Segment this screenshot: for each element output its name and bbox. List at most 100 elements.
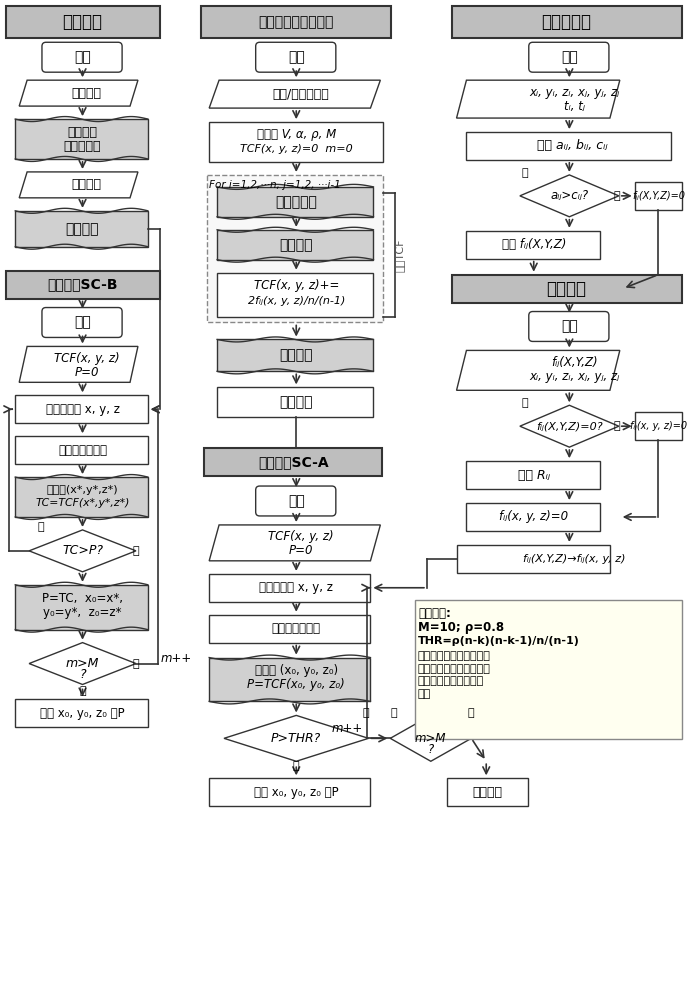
Text: For i=1,2,···n, j=1,2, ···i-1: For i=1,2,···n, j=1,2, ···i-1 (209, 180, 341, 190)
FancyBboxPatch shape (204, 448, 382, 476)
Text: fᵢⱼ(x, y, z)=0: fᵢⱼ(x, y, z)=0 (630, 421, 687, 431)
FancyBboxPatch shape (15, 477, 148, 517)
Text: fᵢⱼ(x, y, z)=0: fᵢⱼ(x, y, z)=0 (499, 510, 569, 523)
Text: xᵢ, yᵢ, zᵢ, xⱼ, yⱼ, zⱼ: xᵢ, yᵢ, zᵢ, xⱼ, yⱼ, zⱼ (529, 86, 619, 99)
FancyBboxPatch shape (42, 42, 122, 72)
Text: 否: 否 (362, 708, 369, 718)
Text: 等。: 等。 (418, 689, 431, 699)
FancyBboxPatch shape (635, 412, 682, 440)
Polygon shape (19, 80, 138, 106)
Text: xᵢ, yᵢ, zᵢ, xⱼ, yⱼ, zⱼ: xᵢ, yᵢ, zᵢ, xⱼ, yⱼ, zⱼ (529, 370, 619, 383)
FancyBboxPatch shape (415, 600, 682, 739)
Text: 结束定位: 结束定位 (472, 786, 502, 799)
Polygon shape (520, 175, 619, 217)
FancyBboxPatch shape (15, 436, 148, 464)
Text: 局部解 (x₀, y₀, z₀): 局部解 (x₀, y₀, z₀) (254, 664, 338, 677)
Text: P=TCF(x₀, y₀, z₀): P=TCF(x₀, y₀, z₀) (247, 678, 345, 691)
Text: m++: m++ (161, 652, 192, 665)
Text: 到时数据: 到时数据 (72, 178, 101, 191)
FancyBboxPatch shape (15, 699, 148, 727)
Text: TCF(x, y, z): TCF(x, y, z) (268, 530, 334, 543)
FancyBboxPatch shape (452, 6, 682, 38)
FancyBboxPatch shape (209, 778, 370, 806)
Text: 否: 否 (133, 659, 139, 669)
Text: 否: 否 (391, 708, 398, 718)
Text: 是: 是 (293, 761, 300, 771)
FancyBboxPatch shape (15, 119, 148, 159)
Text: fᵢⱼ(X,Y,Z)=0?: fᵢⱼ(X,Y,Z)=0? (536, 421, 603, 431)
Text: TC=TCF(x*,y*,z*): TC=TCF(x*,y*,z*) (35, 498, 130, 508)
FancyBboxPatch shape (447, 778, 528, 806)
Polygon shape (520, 405, 619, 447)
Text: TC>P?: TC>P? (62, 544, 103, 557)
Text: 计算 fᵢⱼ(X,Y,Z): 计算 fᵢⱼ(X,Y,Z) (502, 238, 566, 251)
Polygon shape (457, 80, 620, 118)
Text: fᵢⱼ(X,Y,Z)=0: fᵢⱼ(X,Y,Z)=0 (632, 191, 685, 201)
Text: 定位程序: 定位程序 (66, 222, 99, 236)
FancyBboxPatch shape (635, 182, 682, 210)
Text: 随机初始化 x, y, z: 随机初始化 x, y, z (259, 581, 333, 594)
FancyBboxPatch shape (457, 545, 610, 573)
FancyBboxPatch shape (15, 395, 148, 423)
Text: 是: 是 (614, 421, 620, 431)
Text: 拾取程序: 拾取程序 (63, 13, 103, 31)
Text: 否: 否 (521, 168, 528, 178)
Text: P=TC,  x₀=x*,: P=TC, x₀=x*, (42, 592, 123, 605)
Text: 组装TCF: 组装TCF (394, 239, 404, 272)
Text: 计算 aᵢⱼ, bᵢⱼ, cᵢⱼ: 计算 aᵢⱼ, bᵢⱼ, cᵢⱼ (537, 139, 607, 152)
Text: TCF(x, y, z)=0  m=0: TCF(x, y, z)=0 m=0 (240, 144, 352, 154)
Text: 局部优化求解器: 局部优化求解器 (58, 444, 107, 457)
Text: aᵢⱼ>cᵢⱼ?: aᵢⱼ>cᵢⱼ? (550, 189, 589, 202)
Polygon shape (209, 525, 380, 561)
Text: 初始化 V, α, ρ, M: 初始化 V, α, ρ, M (256, 128, 336, 141)
FancyBboxPatch shape (529, 312, 609, 341)
Text: TCF(x, y, z): TCF(x, y, z) (54, 352, 120, 365)
Polygon shape (19, 346, 138, 382)
FancyBboxPatch shape (256, 42, 336, 72)
Text: y₀=y*,  z₀=z*: y₀=y*, z₀=z* (43, 606, 122, 619)
Text: 计算 Rᵢⱼ: 计算 Rᵢⱼ (518, 469, 550, 482)
Text: 终止准则SC-A: 终止准则SC-A (258, 455, 329, 469)
FancyBboxPatch shape (466, 231, 600, 259)
Text: fᵢⱼ(X,Y,Z)→fᵢⱼ(x, y, z): fᵢⱼ(X,Y,Z)→fᵢⱼ(x, y, z) (523, 554, 626, 564)
Text: m>M: m>M (66, 657, 99, 670)
FancyBboxPatch shape (6, 6, 160, 38)
Text: 基函数程序: 基函数程序 (275, 195, 317, 209)
Text: 局部优化求解器: 局部优化求解器 (272, 622, 321, 635)
FancyBboxPatch shape (42, 308, 122, 337)
Text: 推荐参数:: 推荐参数: (418, 607, 451, 620)
FancyBboxPatch shape (15, 211, 148, 247)
Text: 开始: 开始 (74, 50, 91, 64)
Text: 自动拾取: 自动拾取 (67, 126, 97, 139)
Text: 开始: 开始 (288, 50, 304, 64)
FancyBboxPatch shape (209, 615, 370, 643)
FancyBboxPatch shape (217, 230, 373, 260)
Text: 或人工拾取: 或人工拾取 (64, 140, 101, 153)
Text: M=10; ρ=0.8: M=10; ρ=0.8 (418, 621, 504, 634)
FancyBboxPatch shape (256, 486, 336, 516)
FancyBboxPatch shape (529, 42, 609, 72)
Polygon shape (29, 530, 136, 572)
Text: 开始: 开始 (561, 50, 578, 64)
Text: tᵢ, tⱼ: tᵢ, tⱼ (564, 100, 584, 113)
Text: 开始: 开始 (561, 319, 578, 333)
Text: 坐标转换: 坐标转换 (546, 280, 587, 298)
Text: 否: 否 (38, 522, 44, 532)
Polygon shape (224, 715, 368, 761)
FancyBboxPatch shape (209, 122, 384, 162)
Text: 开始: 开始 (74, 315, 91, 329)
Text: 打印 x₀, y₀, z₀ 和P: 打印 x₀, y₀, z₀ 和P (254, 786, 338, 799)
Text: 是: 是 (79, 686, 86, 696)
Text: 是: 是 (467, 708, 474, 718)
Text: 局部解(x*,y*,z*): 局部解(x*,y*,z*) (47, 485, 118, 495)
Polygon shape (391, 715, 471, 761)
Text: P>THR?: P>THR? (271, 732, 321, 745)
Text: TCF(x, y, z)+=: TCF(x, y, z)+= (254, 279, 339, 292)
FancyBboxPatch shape (217, 387, 373, 417)
FancyBboxPatch shape (209, 574, 370, 602)
Text: 否: 否 (521, 398, 528, 408)
FancyBboxPatch shape (466, 132, 671, 160)
Text: 用的标准优化程序，包括: 用的标准优化程序，包括 (418, 664, 491, 674)
Text: m>M: m>M (415, 732, 447, 745)
FancyBboxPatch shape (207, 175, 384, 322)
